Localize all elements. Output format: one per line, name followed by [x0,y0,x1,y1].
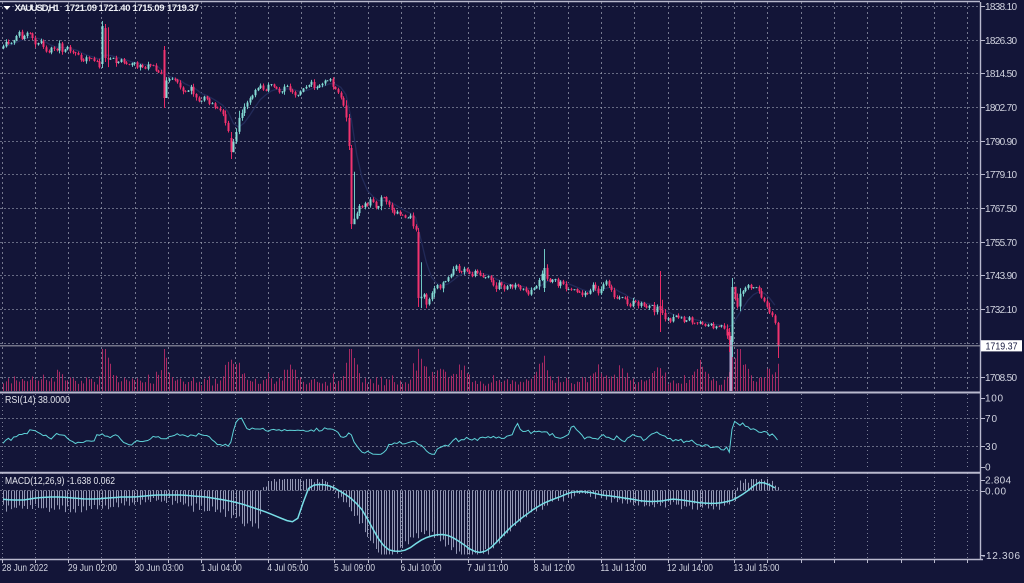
svg-text:4 Jul 05:00: 4 Jul 05:00 [267,563,308,574]
svg-text:30 Jun 03:00: 30 Jun 03:00 [135,563,184,574]
svg-text:1715.09: 1715.09 [133,3,165,14]
svg-text:XAUUSD,H1: XAUUSD,H1 [15,3,61,14]
svg-text:1 Jul 04:00: 1 Jul 04:00 [201,563,242,574]
svg-text:1721.40: 1721.40 [99,3,131,14]
svg-text:1767.50: 1767.50 [985,204,1017,215]
svg-text:70: 70 [985,414,997,425]
svg-text:1755.70: 1755.70 [985,238,1017,249]
svg-text:RSI(14) 38.0000: RSI(14) 38.0000 [5,395,70,406]
svg-text:1719.37: 1719.37 [167,3,199,14]
svg-text:1802.70: 1802.70 [985,103,1017,114]
svg-text:7 Jul 11:00: 7 Jul 11:00 [467,563,508,574]
svg-text:2.804: 2.804 [985,476,1011,487]
svg-text:1721.09: 1721.09 [65,3,97,14]
svg-text:8 Jul 12:00: 8 Jul 12:00 [534,563,575,574]
svg-text:1814.50: 1814.50 [985,69,1017,80]
svg-text:11 Jul 13:00: 11 Jul 13:00 [600,563,646,574]
svg-text:1838.10: 1838.10 [985,2,1017,13]
svg-text:0.00: 0.00 [985,487,1006,498]
svg-text:5 Jul 09:00: 5 Jul 09:00 [334,563,375,574]
svg-text:MACD(12,26,9) -1.638 0.062: MACD(12,26,9) -1.638 0.062 [5,476,115,487]
svg-text:1732.10: 1732.10 [985,305,1017,316]
svg-text:1719.37: 1719.37 [986,342,1018,353]
svg-text:30: 30 [985,442,997,453]
svg-text:1790.90: 1790.90 [985,137,1017,148]
svg-text:28 Jun 2022: 28 Jun 2022 [2,563,48,574]
svg-text:0: 0 [985,463,991,474]
svg-text:29 Jun 02:00: 29 Jun 02:00 [68,563,117,574]
svg-text:1708.50: 1708.50 [985,373,1017,384]
svg-text:1779.10: 1779.10 [985,170,1017,181]
svg-text:6 Jul 10:00: 6 Jul 10:00 [401,563,442,574]
svg-text:100: 100 [985,394,1003,405]
svg-text:-12.306: -12.306 [982,551,1020,562]
svg-text:13 Jul 15:00: 13 Jul 15:00 [734,563,780,574]
svg-text:12 Jul 14:00: 12 Jul 14:00 [667,563,713,574]
svg-text:1826.30: 1826.30 [985,36,1017,47]
svg-text:1743.90: 1743.90 [985,271,1017,282]
